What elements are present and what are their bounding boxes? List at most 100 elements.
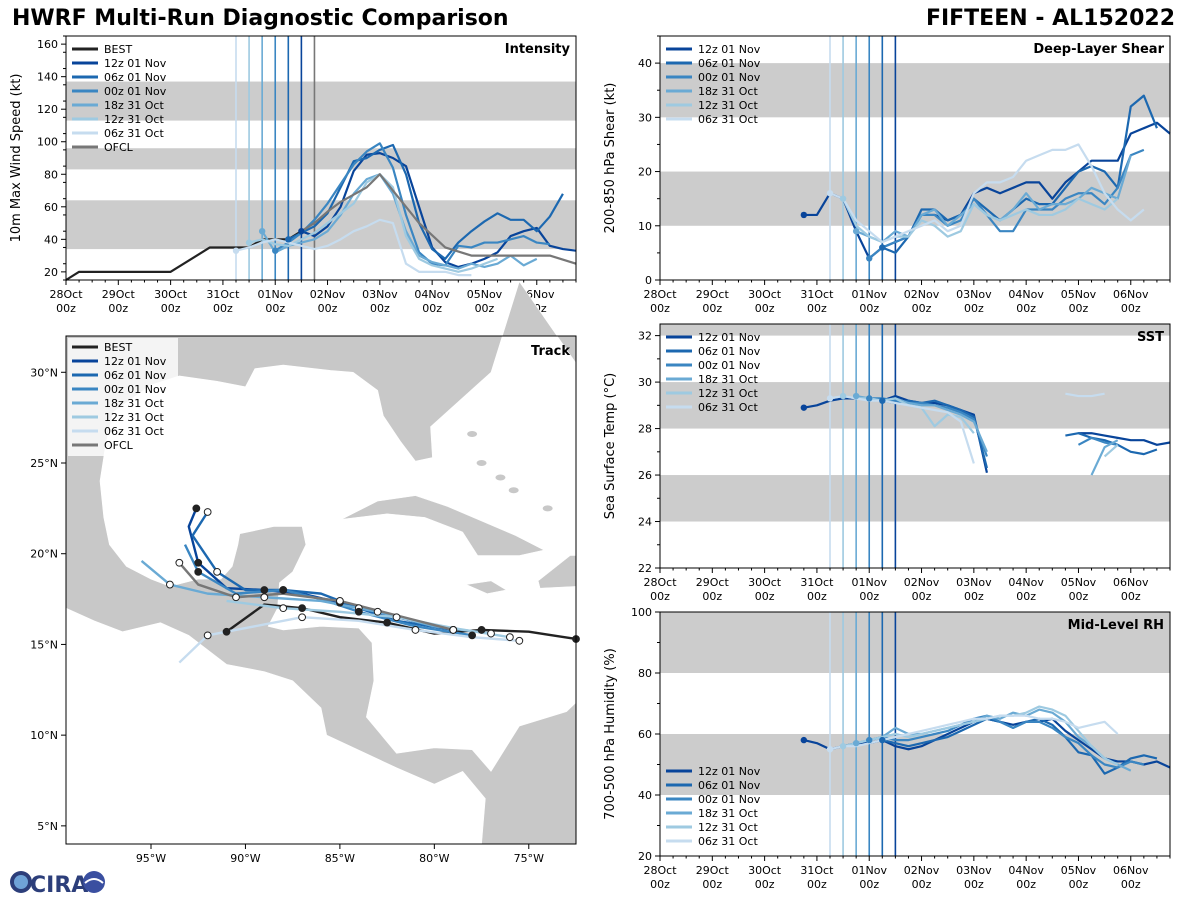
track-point-6-2	[411, 626, 420, 634]
track-point-4-0	[487, 629, 495, 638]
storm-name: FIFTEEN - AL152022	[925, 6, 1175, 31]
init-marker-5	[826, 190, 834, 197]
xtick-label-6: 03Nov 00z	[362, 288, 398, 315]
init-marker-4	[839, 743, 847, 750]
map-legend-label-3: 00z 01 Nov	[104, 383, 167, 396]
legend-label-2: 00z 01 Nov	[698, 359, 761, 372]
sst-chart: 22 24 26 28 30 32 28Oct 00z 29Oct 00z 30Oct 00z 31Oc…	[603, 323, 1171, 603]
track-point-1-8	[192, 504, 201, 513]
map-legend-label-6: 06z 31 Oct	[104, 425, 164, 438]
xtick-label-2: 30Oct 00z	[748, 288, 782, 315]
series-line-1	[1078, 432, 1171, 446]
track-point-0-4	[383, 618, 392, 627]
xtick-label-7: 04Nov 00z	[1008, 288, 1044, 315]
plot-frame	[65, 35, 577, 281]
map-legend-label-4: 18z 31 Oct	[104, 397, 164, 410]
xtick-label-3: 31Oct 00z	[800, 288, 834, 315]
band-0	[66, 200, 576, 250]
legend-label-4: 18z 31 Oct	[104, 99, 164, 112]
init-marker-10	[826, 395, 834, 402]
init-marker-5	[826, 746, 834, 753]
map-ytick-label-5: 30°N	[30, 366, 58, 379]
legend-label-6: 06z 31 Oct	[104, 127, 164, 140]
ytick-label-2: 26	[638, 469, 652, 482]
series-line-0	[803, 121, 1171, 260]
bahamas-island-2	[508, 487, 519, 494]
track-point-3-2	[354, 607, 363, 616]
track-point-3-6	[194, 567, 203, 576]
track-point-7-0	[449, 626, 458, 634]
legend-label-0: 12z 01 Nov	[698, 43, 761, 56]
init-marker-3	[852, 228, 860, 235]
map-xtick-label-4: 75°W	[514, 852, 544, 865]
init-marker-3	[852, 739, 860, 747]
track-point-5-2	[392, 613, 401, 622]
init-marker-6	[852, 392, 860, 400]
legend-label-5: 12z 31 Oct	[104, 113, 164, 126]
series-line-7	[1090, 439, 1119, 476]
legend-label-2: 06z 01 Nov	[104, 71, 167, 84]
xtick-label-1: 29Oct 00z	[696, 288, 730, 315]
track-line-3	[183, 544, 473, 637]
bahamas-island-0	[476, 460, 487, 466]
map-frame	[65, 335, 577, 845]
legend-label-2: 00z 01 Nov	[698, 793, 761, 806]
track-point-3-4	[279, 586, 288, 594]
init-marker-6	[232, 247, 240, 254]
ytick-label-0: 0	[645, 274, 652, 287]
ytick-label-0: 20	[638, 850, 652, 863]
panel-title: Deep-Layer Shear	[1033, 42, 1164, 57]
init-marker-2	[866, 736, 873, 744]
init-marker-4	[839, 195, 847, 202]
band-1	[660, 382, 1170, 429]
ytick-label-3: 80	[44, 168, 58, 181]
track-point-2-8	[203, 508, 212, 516]
track-point-5-0	[505, 633, 514, 642]
legend-label-5: 06z 31 Oct	[698, 401, 758, 414]
xtick-label-7: 04Nov 00z	[1008, 576, 1044, 603]
y-axis-label: Sea Surface Temp (°C)	[603, 373, 618, 520]
ytick-label-7: 160	[37, 38, 58, 51]
ytick-label-1: 10	[638, 220, 652, 233]
xtick-label-8: 05Nov 00z	[1061, 288, 1097, 315]
ytick-label-4: 30	[638, 376, 652, 389]
xtick-label-6: 03Nov 00z	[956, 864, 992, 891]
track-point-1-6	[194, 558, 203, 567]
init-marker-1	[879, 736, 886, 744]
xtick-label-0: 28Oct 00z	[49, 288, 83, 315]
xtick-label-5: 02Nov 00z	[904, 576, 940, 603]
panel-title: Mid-Level RH	[1068, 618, 1164, 633]
map-ytick-label-3: 20°N	[30, 548, 58, 561]
hispaniola	[537, 555, 577, 589]
ytick-label-3: 28	[638, 423, 652, 436]
ytick-label-1: 40	[638, 789, 652, 802]
xtick-label-7: 04Nov 00z	[1008, 864, 1044, 891]
bahamas-island-3	[542, 505, 553, 512]
track-point-3-0	[468, 631, 477, 640]
xtick-label-2: 30Oct 00z	[748, 864, 782, 891]
xtick-label-8: 05Nov 00z	[1061, 576, 1097, 603]
xtick-label-5: 02Nov 00z	[310, 288, 346, 315]
track-point-0-8	[222, 627, 231, 636]
xtick-label-4: 01Nov 00z	[851, 864, 887, 891]
band-1	[660, 612, 1170, 673]
track-point-0-6	[298, 604, 307, 613]
xtick-label-3: 31Oct 00z	[800, 864, 834, 891]
init-marker-2	[879, 397, 886, 404]
plot-frame	[659, 323, 1171, 569]
xtick-label-8: 05Nov 00z	[467, 288, 503, 315]
xtick-label-0: 28Oct 00z	[643, 864, 677, 891]
plot-frame	[659, 35, 1171, 281]
map-xtick-label-1: 90°W	[230, 852, 260, 865]
init-marker-2	[285, 236, 292, 243]
track-point-7-6	[175, 558, 184, 567]
band-1	[66, 148, 576, 170]
y-axis-label: 700-500 hPa Humidity (%)	[603, 648, 618, 820]
xtick-label-0: 28Oct 00z	[643, 288, 677, 315]
ytick-label-1: 40	[44, 233, 58, 246]
map-xtick-label-3: 80°W	[419, 852, 449, 865]
legend-label-2: 00z 01 Nov	[698, 71, 761, 84]
ytick-label-2: 60	[44, 201, 58, 214]
